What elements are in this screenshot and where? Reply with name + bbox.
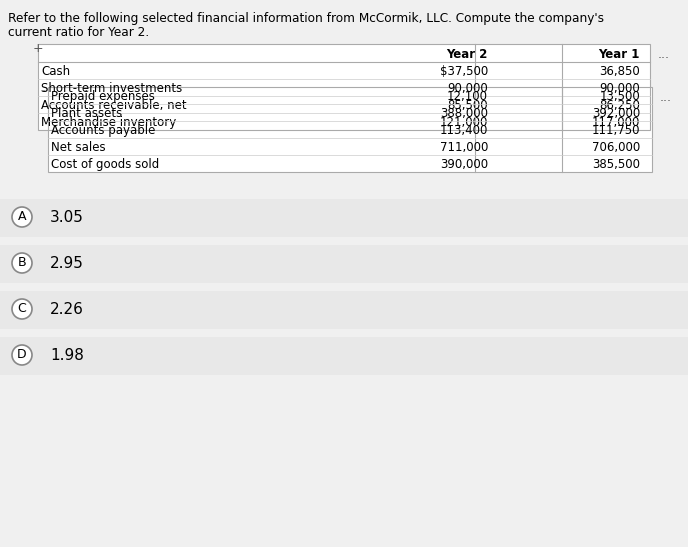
Text: 86,250: 86,250 [599,99,640,112]
Circle shape [12,345,32,365]
Text: 36,850: 36,850 [599,65,640,78]
Bar [0,245,688,283]
Text: 12,100: 12,100 [447,90,488,103]
Text: Year 2: Year 2 [447,48,488,61]
Text: 90,000: 90,000 [447,82,488,95]
Bar [38,44,650,130]
Circle shape [12,207,32,227]
Text: 2.26: 2.26 [50,301,84,317]
Bar [0,337,688,375]
Text: 385,500: 385,500 [592,158,640,171]
Circle shape [12,299,32,319]
Bar [0,199,688,237]
Text: 113,400: 113,400 [440,124,488,137]
Text: Year 1: Year 1 [599,48,640,61]
Text: C: C [18,302,26,316]
Text: 388,000: 388,000 [440,107,488,120]
Text: 121,000: 121,000 [440,116,488,129]
Text: Accounts payable: Accounts payable [51,124,155,137]
Bar [0,291,688,329]
Text: 85,500: 85,500 [447,99,488,112]
Text: 392,000: 392,000 [592,107,640,120]
Text: $37,500: $37,500 [440,65,488,78]
Text: 117,000: 117,000 [592,116,640,129]
Text: Net sales: Net sales [51,141,106,154]
Text: ...: ... [660,91,672,104]
Text: 111,750: 111,750 [592,124,640,137]
Bar [48,87,652,172]
Text: Merchandise inventory: Merchandise inventory [41,116,176,129]
Text: 390,000: 390,000 [440,158,488,171]
Text: Accounts receivable, net: Accounts receivable, net [41,99,186,112]
Text: +: + [33,42,43,55]
Text: ...: ... [658,48,670,61]
Text: 3.05: 3.05 [50,210,84,224]
Text: Cash: Cash [41,65,70,78]
Text: Cost of goods sold: Cost of goods sold [51,158,159,171]
Text: D: D [17,348,27,362]
Text: 711,000: 711,000 [440,141,488,154]
Text: 1.98: 1.98 [50,347,84,363]
Text: Prepaid expenses: Prepaid expenses [51,90,155,103]
Text: 13,500: 13,500 [599,90,640,103]
Text: 2.95: 2.95 [50,255,84,271]
Text: B: B [18,257,26,270]
Text: –: – [41,85,46,95]
Bar [38,44,650,130]
Text: Short-term investments: Short-term investments [41,82,182,95]
Text: 90,000: 90,000 [599,82,640,95]
Circle shape [12,253,32,273]
Bar [48,87,652,172]
Text: current ratio for Year 2.: current ratio for Year 2. [8,26,149,39]
Text: A: A [18,211,26,224]
Text: Refer to the following selected financial information from McCormik, LLC. Comput: Refer to the following selected financia… [8,12,604,25]
Text: Plant assets: Plant assets [51,107,122,120]
Text: 706,000: 706,000 [592,141,640,154]
